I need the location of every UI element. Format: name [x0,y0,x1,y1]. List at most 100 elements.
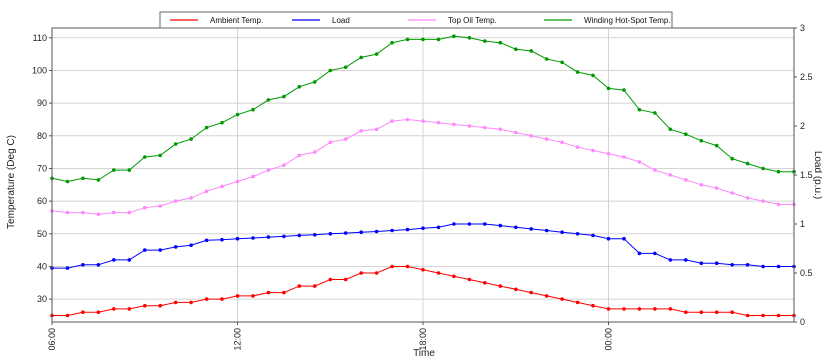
series-layer [50,34,796,318]
data-point [622,155,626,159]
data-point [143,248,147,252]
data-point [653,111,657,115]
data-point [421,119,425,123]
data-point [405,264,410,269]
data-point [606,307,611,311]
data-point [544,137,549,141]
data-point [653,307,657,311]
data-point [714,186,719,190]
data-point [189,243,193,247]
data-point [328,140,333,145]
y-right-tick-label: 1 [800,219,805,229]
data-point [359,271,364,275]
y-left-tick-label: 70 [37,163,47,173]
data-point [96,310,101,315]
data-point [343,65,348,69]
data-point [235,112,240,117]
data-point [127,210,132,215]
data-point [421,267,425,272]
data-point [730,263,734,267]
data-point [560,140,564,145]
data-point [529,290,533,295]
data-point [436,271,441,275]
data-point [65,313,70,318]
data-point [544,228,549,233]
data-point [204,297,209,301]
data-point [266,168,271,172]
data-point [96,212,101,216]
y-right-tick-label: 0.5 [800,268,813,278]
data-point [668,173,673,177]
data-point [591,148,595,153]
data-point [235,179,240,184]
data-point [313,233,317,237]
data-point [158,153,162,158]
data-point [96,178,101,182]
data-point [637,251,642,256]
data-point [544,294,549,298]
data-point [220,297,224,301]
data-point [684,310,688,315]
data-point [776,169,781,174]
data-point [390,228,394,233]
data-point [637,307,642,311]
data-point [684,132,688,136]
data-point [81,263,85,267]
data-point [591,303,595,308]
data-point [745,313,750,318]
data-point [220,120,224,125]
legend: Ambient Temp. Load Top Oil Temp. Winding Ho… [159,11,673,29]
data-point [684,258,688,262]
data-point [405,37,410,42]
data-point [266,290,271,295]
axes: 30 40 50 60 70 80 90 100 110 0 0.5 1 1.5 2 2.5 3 06:00 12… [32,23,813,351]
data-point [313,80,317,84]
data-point [529,227,533,231]
data-point [483,125,487,130]
data-point [606,152,611,156]
data-point [127,258,132,262]
data-point [776,202,781,207]
data-point [514,287,518,292]
data-point [653,168,657,172]
x-tick-label: 18:00 [418,328,428,351]
data-point [235,236,240,241]
data-point [668,258,673,262]
data-point [622,236,626,241]
y-left-tick-label: 60 [37,196,47,206]
x-tick-label: 06:00 [47,328,57,351]
data-point [776,264,781,269]
data-point [761,264,765,269]
data-point [220,184,224,189]
data-point [699,310,704,315]
data-point [390,40,394,45]
data-point [699,138,704,143]
y-left-tick-label: 50 [37,229,47,239]
data-point [452,34,456,38]
data-point [761,199,765,203]
data-point [112,258,116,262]
data-point [112,307,116,311]
data-point [730,156,734,161]
data-point [761,313,765,318]
data-point [251,107,255,112]
data-point [65,210,70,215]
data-point [81,176,85,181]
data-point [452,122,456,127]
data-point [96,263,101,267]
y-left-tick-label: 110 [33,33,47,43]
data-point [668,307,673,311]
y-left-tick-label: 90 [37,98,47,108]
legend-label: Ambient Temp. [210,16,263,25]
data-point [158,303,162,308]
data-point [498,40,503,45]
data-point [204,238,209,243]
data-point [328,277,333,282]
data-point [189,196,193,200]
data-point [498,284,503,288]
data-point [514,47,518,51]
data-point [189,300,193,305]
data-point [282,290,286,295]
data-point [745,196,750,200]
